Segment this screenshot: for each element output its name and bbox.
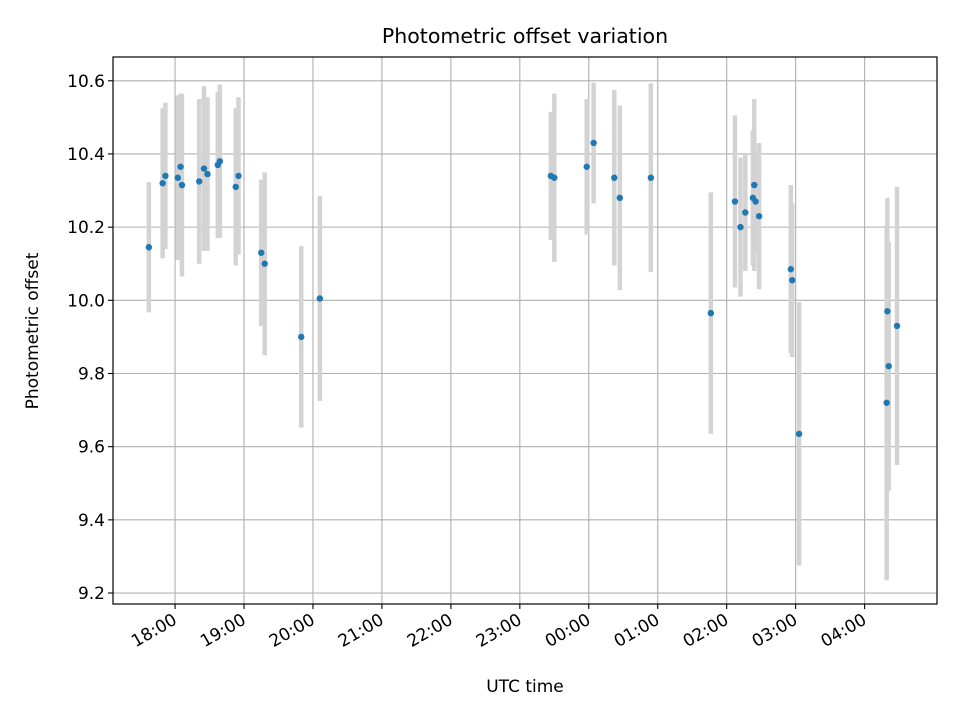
data-point <box>737 223 744 231</box>
data-point <box>178 181 186 189</box>
y-tick-label: 9.4 <box>78 511 105 531</box>
y-tick-label: 10.6 <box>67 72 105 92</box>
data-point <box>752 198 759 205</box>
data-point <box>795 430 803 438</box>
data-point <box>787 266 795 273</box>
data-point <box>216 158 224 165</box>
data-point <box>590 139 597 147</box>
y-axis-ticks: 9.2 9.4 9.6 9.8 10.0 10.2 10.4 10.6 <box>67 72 113 604</box>
y-axis-label: Photometric offset <box>23 252 43 409</box>
data-point <box>145 244 153 251</box>
y-tick-label: 10.2 <box>67 218 105 238</box>
data-point <box>195 178 203 185</box>
data-points <box>145 139 901 438</box>
data-point <box>884 308 891 315</box>
data-point <box>616 194 624 202</box>
data-point <box>788 276 796 284</box>
data-point <box>174 174 182 181</box>
data-point <box>316 295 324 302</box>
data-point <box>261 260 268 267</box>
data-point <box>159 180 166 187</box>
data-point <box>731 198 739 205</box>
data-point <box>647 174 655 181</box>
data-point <box>707 309 715 317</box>
data-point <box>235 172 242 180</box>
y-tick-label: 9.8 <box>78 364 105 384</box>
x-axis-label: UTC time <box>486 677 564 697</box>
data-point <box>755 212 763 220</box>
data-point <box>885 362 892 370</box>
axes-frame <box>112 56 938 605</box>
data-point <box>611 174 618 181</box>
data-point <box>162 172 169 180</box>
data-point <box>258 249 265 256</box>
y-tick-label: 10.4 <box>67 145 105 165</box>
y-tick-label: 9.6 <box>78 438 105 458</box>
data-point <box>751 181 758 189</box>
y-tick-label: 10.0 <box>67 291 105 311</box>
data-point <box>893 322 901 330</box>
data-point <box>298 333 305 341</box>
data-point <box>177 163 184 170</box>
chart-title: Photometric offset variation <box>382 24 668 48</box>
data-point <box>204 170 211 178</box>
data-point <box>200 165 208 172</box>
y-tick-label: 9.2 <box>78 584 105 604</box>
data-point <box>232 183 239 191</box>
data-point <box>583 163 590 170</box>
data-point <box>742 209 749 216</box>
data-point <box>551 174 558 181</box>
data-point <box>883 399 890 406</box>
